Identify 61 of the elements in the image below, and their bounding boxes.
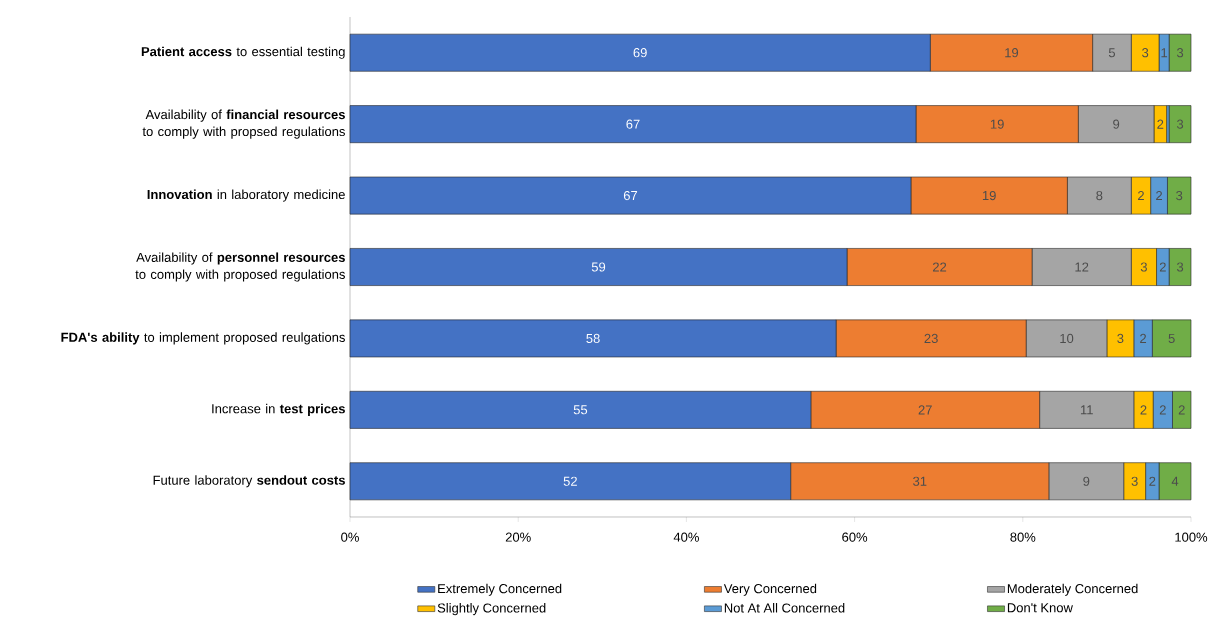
y-tick-label: FDA's ability to implement proposed reulgations: [61, 332, 345, 345]
data-label: 1: [1161, 48, 1168, 58]
y-tick-label: Future laboratory sendout costs: [153, 475, 345, 488]
data-label: 5: [1168, 333, 1175, 343]
legend-label: Extremely Concerned: [438, 583, 562, 596]
legend-label: Don't Know: [1007, 603, 1073, 613]
data-label: 12: [1075, 262, 1089, 272]
data-label: 2: [1149, 476, 1156, 486]
data-label: 9: [1083, 476, 1090, 486]
data-label: 2: [1156, 191, 1162, 201]
data-label: 69: [633, 48, 647, 58]
data-label: 3: [1176, 262, 1184, 272]
x-tick-label: 20%: [505, 532, 531, 542]
data-label: 27: [918, 405, 932, 415]
data-label: 67: [623, 190, 638, 201]
data-label: 3: [1131, 476, 1138, 486]
data-label: 2: [1138, 191, 1144, 201]
data-label: 19: [990, 119, 1004, 129]
data-label: 59: [591, 262, 606, 272]
y-tick-label: Increase in test prices: [212, 403, 345, 416]
data-label: 3: [1117, 333, 1124, 344]
data-label: 11: [1080, 405, 1093, 415]
y-tick-label: Patient access to essential testing: [141, 46, 345, 59]
data-label: 5: [1108, 48, 1116, 58]
data-label: 2: [1159, 405, 1166, 415]
data-label: 19: [1005, 48, 1019, 58]
data-label: 67: [626, 119, 640, 129]
data-label: 2: [1157, 119, 1164, 129]
x-tick-label: 80%: [1010, 532, 1036, 542]
data-label: 4: [1171, 476, 1179, 486]
data-label: 2: [1159, 262, 1166, 272]
data-label: 31: [913, 476, 927, 486]
y-tick-label: Availability of personnel resources to comply with proposed regulations: [135, 252, 345, 282]
data-label: 58: [586, 333, 600, 344]
legend-label: Not At All Concerned: [724, 603, 845, 613]
data-label: 3: [1176, 48, 1184, 58]
y-tick-label: Innovation in laboratory medicine: [147, 189, 345, 202]
legend-label: Very Concerned: [723, 583, 817, 596]
data-label: 22: [932, 262, 947, 272]
legend-label: Slightly Concerned: [437, 603, 546, 616]
y-tick-label: Availability of financial resources to comply with propsed regulations: [142, 109, 345, 139]
data-label: 3: [1176, 119, 1184, 129]
data-label: 9: [1113, 119, 1120, 129]
legend-label: Moderately Concerned: [1007, 583, 1138, 596]
data-label: 23: [924, 333, 938, 344]
data-label: 19: [982, 190, 996, 201]
data-label: 3: [1142, 48, 1149, 58]
data-label: 8: [1096, 190, 1103, 201]
data-label: 2: [1178, 405, 1185, 415]
data-label: 10: [1060, 333, 1074, 344]
data-label: 2: [1140, 333, 1147, 343]
x-tick-label: 60%: [842, 532, 868, 542]
data-label: 55: [573, 405, 588, 415]
x-tick-label: 0%: [341, 532, 359, 542]
bar: [1168, 105, 1192, 144]
data-label: 2: [1140, 405, 1147, 415]
x-tick-label: 100%: [1175, 532, 1208, 542]
data-label: 3: [1140, 262, 1147, 272]
data-label: 3: [1176, 190, 1183, 201]
x-tick-label: 40%: [673, 532, 699, 542]
data-label: 52: [563, 476, 577, 486]
